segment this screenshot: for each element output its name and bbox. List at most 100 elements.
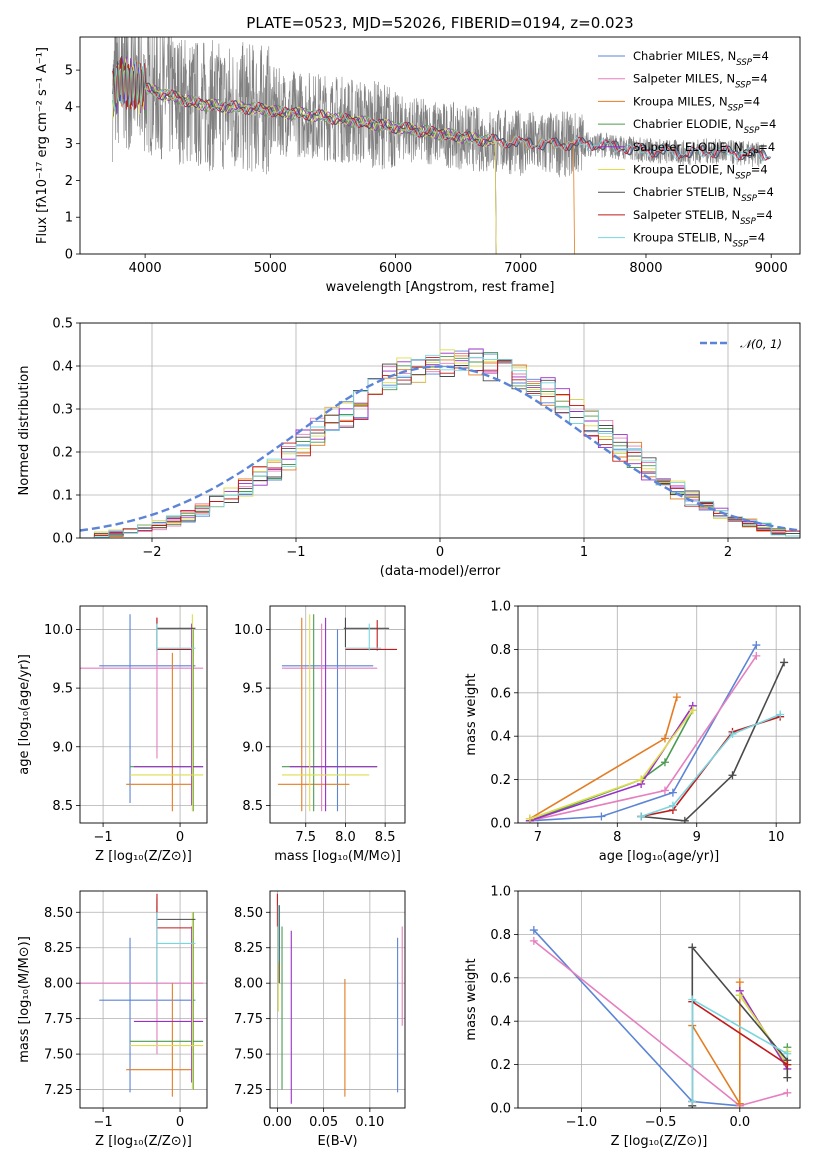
mass-weight-marker bbox=[735, 1099, 744, 1108]
axes-frame bbox=[79, 36, 801, 255]
y-tick-label: 10.0 bbox=[234, 623, 263, 638]
age-vs-mass-panel: 7.5 8.0 8.5 8.5 9.0 9.5 10.0 mass [log₁₀(M/M⊙)] bbox=[234, 605, 406, 864]
legend-tail: =4 bbox=[748, 231, 765, 245]
legend-sub: SSP bbox=[735, 81, 751, 91]
mass-weight-marker bbox=[680, 816, 689, 823]
y-tick-label: 0.0 bbox=[52, 532, 73, 547]
y-tick-label: 8.50 bbox=[234, 906, 263, 921]
y-tick-label: 5 bbox=[65, 64, 73, 79]
y-tick-label: 0.2 bbox=[490, 1058, 511, 1073]
legend-label: Kroupa STELIB, N bbox=[633, 231, 733, 245]
x-tick-label: 8 bbox=[613, 830, 621, 845]
legend-sub: SSP bbox=[741, 194, 757, 204]
mass-weight-line bbox=[691, 982, 741, 1107]
y-tick-label: 7.75 bbox=[234, 1012, 263, 1027]
model-spectrum-line bbox=[112, 57, 771, 161]
x-axis-label: E(B-V) bbox=[317, 1134, 357, 1149]
mass-weight-line bbox=[529, 696, 678, 820]
mass-weight-marker bbox=[637, 812, 646, 821]
x-axis-label: Z [log₁₀(Z/Z⊙)] bbox=[95, 849, 192, 864]
y-tick-label: 7.50 bbox=[234, 1048, 263, 1063]
mass-weight-marker bbox=[672, 693, 681, 702]
y-tick-label: 9.0 bbox=[52, 740, 73, 755]
x-tick-label: 0.00 bbox=[263, 1115, 292, 1130]
mass-weight-marker bbox=[728, 730, 737, 739]
mass-weight-line bbox=[640, 715, 781, 818]
age-vs-Z-plot-area bbox=[80, 606, 207, 823]
y-axis-label: mass weight bbox=[464, 673, 479, 755]
mass-weight-line bbox=[640, 713, 781, 818]
mass-vs-ebv-panel: 0.00 0.05 0.10 7.25 7.50 7.75 8.00 8.25 8.50 E(B-… bbox=[234, 890, 406, 1149]
x-tick-label: 7 bbox=[534, 830, 542, 845]
legend-tail: =4 bbox=[743, 94, 760, 108]
mass-weight-marker bbox=[752, 641, 761, 650]
model-spectrum-line bbox=[112, 56, 497, 254]
y-axis-label: Normed distribution bbox=[17, 366, 32, 496]
legend-entry: Chabrier ELODIE, NSSP=4 bbox=[633, 117, 776, 136]
mass-weight-marker bbox=[529, 936, 538, 945]
x-tick-label: 0 bbox=[436, 545, 444, 560]
y-axis-label: Flux [fλ10⁻¹⁷ erg cm⁻² s⁻¹ A⁻¹] bbox=[35, 47, 50, 244]
legend-tail: =4 bbox=[751, 163, 768, 177]
axes-frame bbox=[79, 890, 208, 1109]
residuals-panel: −2 −1 0 1 2 0.0 0.1 0.2 0.3 0.4 0.5 (data-model)/er… bbox=[17, 317, 801, 579]
y-tick-label: 9.5 bbox=[242, 682, 263, 697]
mass-weight-vs-age-panel: 7 8 9 10 0.0 0.2 0.4 0.6 0.8 1.0 age [log₁₀(age/yr… bbox=[464, 600, 801, 864]
y-tick-label: 8.5 bbox=[52, 799, 73, 814]
legend-tail: =4 bbox=[751, 72, 768, 86]
legend-entry: 𝒩(0, 1) bbox=[740, 337, 782, 351]
y-tick-label: 0.2 bbox=[490, 773, 511, 788]
mass-weight-marker bbox=[780, 658, 789, 667]
x-tick-label: 8.0 bbox=[335, 830, 356, 845]
x-tick-label: 10 bbox=[768, 830, 785, 845]
x-tick-label: 0 bbox=[176, 830, 184, 845]
y-tick-label: 10.0 bbox=[44, 623, 73, 638]
age-vs-mass-plot-area bbox=[270, 606, 405, 823]
y-tick-label: 0.5 bbox=[52, 317, 73, 332]
x-tick-label: −1 bbox=[94, 1115, 113, 1130]
mass-weight-marker bbox=[660, 758, 669, 767]
mass-weight-marker bbox=[597, 812, 606, 821]
mass-weight-vs-age-plot-area bbox=[518, 606, 800, 823]
mass-weight-marker bbox=[688, 943, 697, 952]
y-tick-label: 7.75 bbox=[44, 1012, 73, 1027]
y-tick-label: 0.1 bbox=[52, 489, 73, 504]
mass-weight-marker bbox=[660, 786, 669, 795]
mass-weight-marker bbox=[728, 771, 737, 780]
y-axis-label: mass [log₁₀(M/M⊙)] bbox=[17, 936, 32, 1063]
y-tick-label: 7.25 bbox=[44, 1083, 73, 1098]
x-tick-label: 7.5 bbox=[295, 830, 316, 845]
mass-weight-marker bbox=[735, 978, 744, 987]
y-tick-label: 0.3 bbox=[52, 403, 73, 418]
mass-weight-marker bbox=[783, 1049, 792, 1058]
x-axis-label: Z [log₁₀(Z/Z⊙)] bbox=[95, 1134, 192, 1149]
y-tick-label: 0.8 bbox=[490, 928, 511, 943]
mass-weight-line bbox=[529, 644, 757, 822]
mass-weight-line bbox=[529, 655, 757, 822]
x-axis-label: age [log₁₀(age/yr)] bbox=[599, 849, 720, 864]
y-tick-label: 0.8 bbox=[490, 643, 511, 658]
y-tick-label: 8.00 bbox=[44, 977, 73, 992]
legend-label: Salpeter STELIB, N bbox=[633, 208, 740, 222]
mass-weight-marker bbox=[776, 710, 785, 719]
axes-frame bbox=[79, 605, 208, 824]
legend-tail: =4 bbox=[757, 185, 774, 199]
residuals-plot-area bbox=[80, 323, 800, 538]
residual-histogram bbox=[80, 354, 800, 538]
legend-entry: Kroupa STELIB, NSSP=4 bbox=[633, 231, 765, 250]
x-tick-label: 4000 bbox=[129, 261, 162, 276]
mass-weight-marker bbox=[688, 995, 697, 1004]
mass-weight-vs-Z-panel: −1.0 −0.5 0.0 0.0 0.2 0.4 0.6 0.8 1.0 Z [log₁₀(Z/… bbox=[464, 885, 801, 1149]
mass-weight-line bbox=[641, 662, 785, 822]
x-tick-label: 0 bbox=[176, 1115, 184, 1130]
x-axis-label: (data-model)/error bbox=[380, 564, 501, 579]
x-tick-label: −2 bbox=[142, 545, 161, 560]
y-tick-label: 9.5 bbox=[52, 682, 73, 697]
y-tick-label: 0.4 bbox=[52, 360, 73, 375]
y-tick-label: 3 bbox=[65, 137, 73, 152]
figure-title: PLATE=0523, MJD=52026, FIBERID=0194, z=0… bbox=[246, 14, 633, 32]
legend-label: Salpeter ELODIE, N bbox=[633, 140, 743, 154]
x-tick-label: 0.05 bbox=[309, 1115, 338, 1130]
legend-sub: SSP bbox=[728, 103, 744, 113]
y-tick-label: 1.0 bbox=[490, 600, 511, 615]
